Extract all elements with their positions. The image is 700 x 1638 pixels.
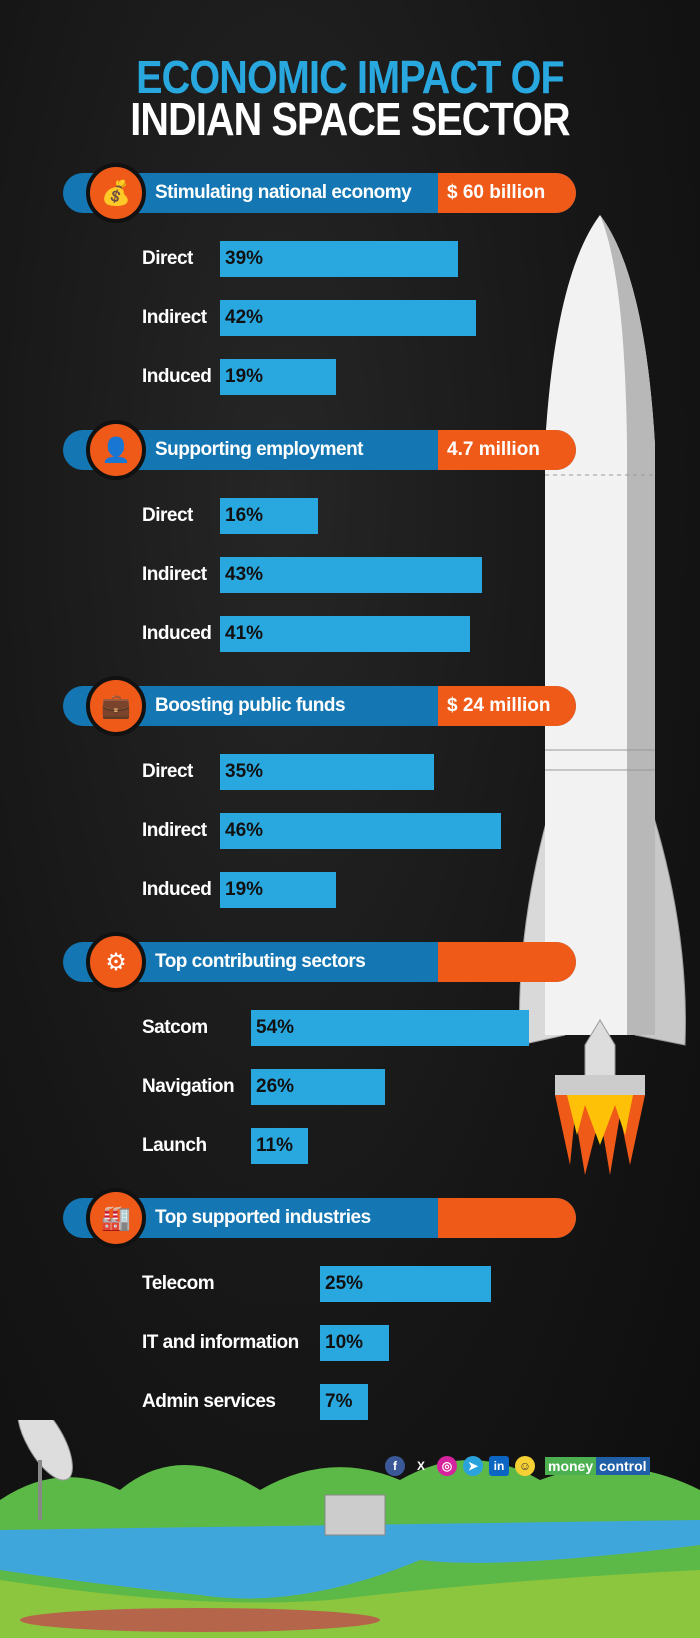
bar-category: Direct	[142, 505, 193, 526]
bar	[220, 754, 434, 790]
bar-value-label: 35%	[225, 761, 264, 782]
bar-value-label: 19%	[225, 879, 264, 900]
bar-value-label: 11%	[256, 1135, 293, 1156]
bar	[220, 813, 501, 849]
bar	[220, 359, 336, 395]
money-hand-icon: 💰	[86, 163, 146, 223]
bar-value-label: 25%	[325, 1273, 364, 1294]
bar-value-label: 7%	[325, 1391, 353, 1412]
moneycontrol-logo: money control	[545, 1457, 650, 1475]
section-headline-value: 4.7 million	[438, 430, 576, 470]
bar-category: Admin services	[142, 1391, 276, 1412]
bar-value-label: 46%	[225, 820, 264, 841]
snapchat-icon[interactable]: ☺	[515, 1456, 535, 1476]
bar	[220, 300, 476, 336]
bar-value-label: 19%	[225, 366, 264, 387]
bar-category: Navigation	[142, 1076, 235, 1097]
section-headline-value: $ 60 billion	[438, 173, 576, 213]
title-line-2: INDIAN SPACE SECTOR	[130, 93, 570, 145]
bar-value-label: 42%	[225, 307, 264, 328]
linkedin-icon[interactable]: in	[489, 1456, 509, 1476]
x-icon[interactable]: X	[416, 1459, 425, 1473]
bar	[220, 498, 318, 534]
bar-value-label: 26%	[256, 1076, 295, 1097]
section-title: Top contributing sectors	[155, 951, 366, 972]
section-header: Top contributing sectors	[63, 942, 576, 982]
briefcase-coins-icon: 💼	[86, 676, 146, 736]
section-title: Stimulating national economy	[155, 182, 412, 203]
bar-category: Induced	[142, 879, 212, 900]
bar	[251, 1128, 308, 1164]
bar-category: IT and information	[142, 1332, 299, 1353]
section-title: Supporting employment	[155, 439, 364, 460]
bar	[320, 1325, 389, 1361]
bar-value-label: 43%	[225, 564, 264, 585]
bar	[220, 557, 482, 593]
telegram-icon[interactable]: ➤	[463, 1456, 483, 1476]
rocket-illustration	[519, 215, 686, 1175]
section-header: Supporting employment 4.7 million	[63, 430, 576, 470]
satellite-dish-icon	[17, 1420, 73, 1520]
section-headline-value	[438, 1198, 576, 1238]
bar-category: Telecom	[142, 1273, 215, 1294]
bar	[220, 616, 470, 652]
facebook-icon[interactable]: f	[385, 1456, 405, 1476]
section-headline-value: $ 24 million	[438, 686, 576, 726]
section-title: Top supported industries	[155, 1207, 371, 1228]
bar-category: Indirect	[142, 564, 207, 585]
bar	[220, 872, 336, 908]
bar-category: Direct	[142, 761, 193, 782]
bar-category: Induced	[142, 366, 212, 387]
bar	[220, 241, 458, 277]
bar-category: Induced	[142, 623, 212, 644]
bar	[320, 1384, 368, 1420]
landscape-illustration	[0, 1420, 700, 1638]
bar-value-label: 10%	[325, 1332, 364, 1353]
title-line-1: ECONOMIC IMPACT OF	[136, 51, 565, 103]
section-headline-value	[438, 942, 576, 982]
section-header: Stimulating national economy $ 60 billio…	[63, 173, 576, 213]
bar-value-label: 16%	[225, 505, 264, 526]
bar-category: Launch	[142, 1135, 207, 1156]
gear-chart-icon: ⚙	[86, 932, 146, 992]
bar-category: Satcom	[142, 1017, 208, 1038]
section-header: Boosting public funds $ 24 million	[63, 686, 576, 726]
person-icon: 👤	[86, 420, 146, 480]
social-links: f X ◎ ➤ in ☺ money control	[385, 1456, 650, 1476]
bar-category: Direct	[142, 248, 193, 269]
bar-category: Indirect	[142, 820, 207, 841]
bar	[320, 1266, 491, 1302]
bar-value-label: 39%	[225, 248, 264, 269]
bar-value-label: 41%	[225, 623, 264, 644]
section-header: Top supported industries	[63, 1198, 576, 1238]
section-title: Boosting public funds	[155, 695, 346, 716]
bar	[251, 1010, 529, 1046]
instagram-icon[interactable]: ◎	[437, 1456, 457, 1476]
bar-category: Indirect	[142, 307, 207, 328]
bar-value-label: 54%	[256, 1017, 295, 1038]
factory-icon: 🏭	[86, 1188, 146, 1248]
bar	[251, 1069, 385, 1105]
